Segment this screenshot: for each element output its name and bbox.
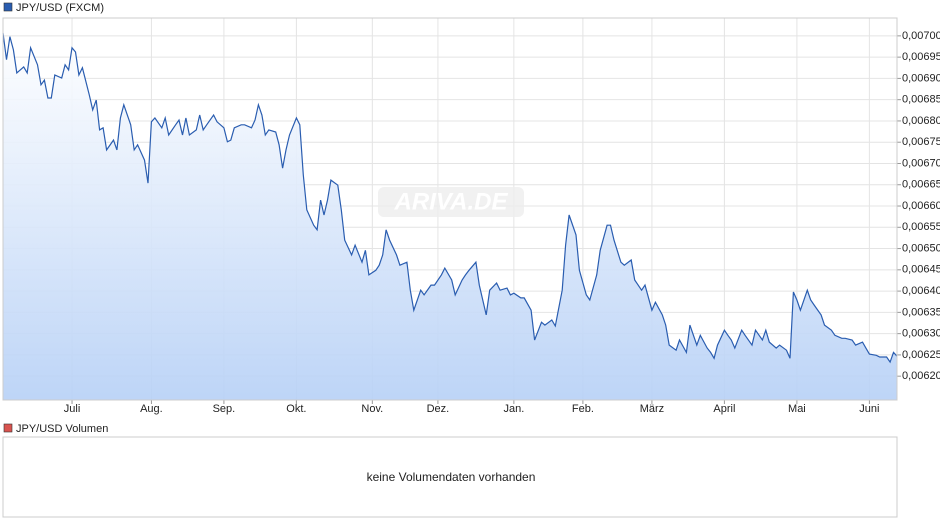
watermark-box bbox=[378, 187, 524, 217]
y-tick-label: 0,00680 bbox=[902, 115, 940, 127]
legend-swatch bbox=[3, 423, 13, 433]
x-tick-label: März bbox=[640, 403, 664, 415]
y-tick-label: 0,00645 bbox=[902, 264, 940, 276]
y-tick-label: 0,00620 bbox=[902, 370, 940, 382]
x-tick-label: Sep. bbox=[213, 403, 236, 415]
y-tick-label: 0,00670 bbox=[902, 157, 940, 169]
x-tick-label: Juli bbox=[64, 403, 81, 415]
y-tick-label: 0,00695 bbox=[902, 51, 940, 63]
y-tick-label: 0,00690 bbox=[902, 72, 940, 84]
y-tick-label: 0,00675 bbox=[902, 136, 940, 148]
plot-border bbox=[2, 17, 898, 401]
x-tick-label: Aug. bbox=[140, 403, 163, 415]
x-tick-label: Mai bbox=[788, 403, 806, 415]
y-tick-label: 0,00630 bbox=[902, 328, 940, 340]
y-tick-label: 0,00665 bbox=[902, 179, 940, 191]
y-tick-label: 0,00625 bbox=[902, 349, 940, 361]
watermark: ARIVA.DE bbox=[378, 187, 524, 217]
watermark-text: ARIVA.DE bbox=[394, 188, 509, 215]
legend-label: JPY/USD Volumen bbox=[16, 423, 108, 435]
y-tick-label: 0,00700 bbox=[902, 30, 940, 42]
price-line bbox=[2, 32, 898, 364]
y-tick-label: 0,00685 bbox=[902, 94, 940, 106]
x-tick-label: Feb. bbox=[572, 403, 594, 415]
y-tick-label: 0,00655 bbox=[902, 221, 940, 233]
legend-label: JPY/USD (FXCM) bbox=[16, 2, 104, 14]
plot-border bbox=[2, 436, 898, 518]
price-panel: JPY/USD (FXCM) 0,00620 0,00625 0,00630 0,006… bbox=[2, 2, 940, 415]
volume-panel: JPY/USD Volumen keine Volumendaten vorhan… bbox=[2, 423, 898, 518]
x-tick-label: Dez. bbox=[427, 403, 450, 415]
x-tick-label: Nov. bbox=[361, 403, 383, 415]
x-tick-label: Jan. bbox=[503, 403, 524, 415]
no-data-message: keine Volumendaten vorhanden bbox=[367, 470, 536, 484]
x-tick-label: Okt. bbox=[286, 403, 306, 415]
area bbox=[3, 32, 897, 401]
y-tick-label: 0,00660 bbox=[902, 200, 940, 212]
x-tick-label: Juni bbox=[859, 403, 879, 415]
legend-swatch bbox=[3, 2, 13, 12]
x-tick-label: April bbox=[713, 403, 735, 415]
y-tick-label: 0,00635 bbox=[902, 306, 940, 318]
y-tick-label: 0,00640 bbox=[902, 285, 940, 297]
y-tick-label: 0,00650 bbox=[902, 242, 940, 254]
